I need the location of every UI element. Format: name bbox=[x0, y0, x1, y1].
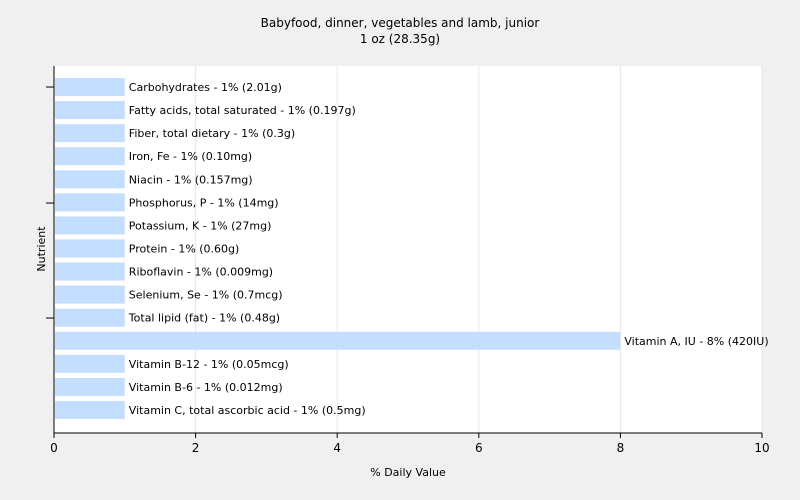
bar-label: Iron, Fe - 1% (0.10mg) bbox=[129, 150, 252, 163]
grid-lines bbox=[195, 66, 763, 433]
bar-label: Riboflavin - 1% (0.009mg) bbox=[129, 266, 273, 279]
bar bbox=[55, 377, 125, 396]
bar-label: Phosphorus, P - 1% (14mg) bbox=[129, 196, 279, 209]
bar-label: Niacin - 1% (0.157mg) bbox=[129, 173, 253, 186]
plot-area bbox=[54, 66, 762, 433]
bar bbox=[55, 216, 125, 235]
chart-title: Babyfood, dinner, vegetables and lamb, j… bbox=[260, 16, 540, 30]
bar-label: Vitamin C, total ascorbic acid - 1% (0.5… bbox=[129, 404, 366, 417]
bar-label: Fatty acids, total saturated - 1% (0.197… bbox=[129, 104, 356, 117]
bar bbox=[55, 101, 125, 120]
bar-label: Protein - 1% (0.60g) bbox=[129, 242, 240, 255]
chart-subtitle: 1 oz (28.35g) bbox=[359, 32, 441, 46]
bar bbox=[55, 262, 125, 281]
x-tick-label: 0 bbox=[50, 441, 58, 455]
x-tick-label: 4 bbox=[333, 441, 341, 455]
x-tick-label: 8 bbox=[617, 441, 625, 455]
bar bbox=[55, 124, 125, 143]
x-tick-label: 2 bbox=[192, 441, 200, 455]
bar bbox=[55, 147, 125, 166]
bar bbox=[55, 354, 125, 373]
bar-label: Vitamin B-12 - 1% (0.05mcg) bbox=[129, 358, 289, 371]
bar-label: Potassium, K - 1% (27mg) bbox=[129, 219, 272, 232]
bar bbox=[55, 170, 125, 189]
bar bbox=[55, 78, 125, 96]
bar bbox=[55, 308, 125, 327]
bar-label: Carbohydrates - 1% (2.01g) bbox=[129, 81, 282, 94]
x-axis-title: % Daily Value bbox=[370, 466, 446, 479]
bar bbox=[55, 239, 125, 258]
bar-label: Total lipid (fat) - 1% (0.48g) bbox=[128, 312, 280, 325]
bar-label: Selenium, Se - 1% (0.7mcg) bbox=[129, 289, 283, 302]
bar-label: Vitamin B-6 - 1% (0.012mg) bbox=[129, 381, 283, 394]
bar-label: Fiber, total dietary - 1% (0.3g) bbox=[129, 127, 295, 140]
bar-label: Vitamin A, IU - 8% (420IU) bbox=[624, 335, 768, 348]
bar bbox=[55, 331, 621, 350]
y-axis-title: Nutrient bbox=[35, 226, 48, 272]
bars: Carbohydrates - 1% (2.01g) Fatty acids, t… bbox=[55, 78, 769, 419]
x-tick-label: 10 bbox=[754, 441, 769, 455]
x-tick-label: 6 bbox=[475, 441, 483, 455]
bar bbox=[55, 193, 125, 212]
bar bbox=[55, 400, 125, 419]
bar bbox=[55, 285, 125, 304]
axes: 0 2 4 6 8 10 bbox=[46, 66, 770, 455]
